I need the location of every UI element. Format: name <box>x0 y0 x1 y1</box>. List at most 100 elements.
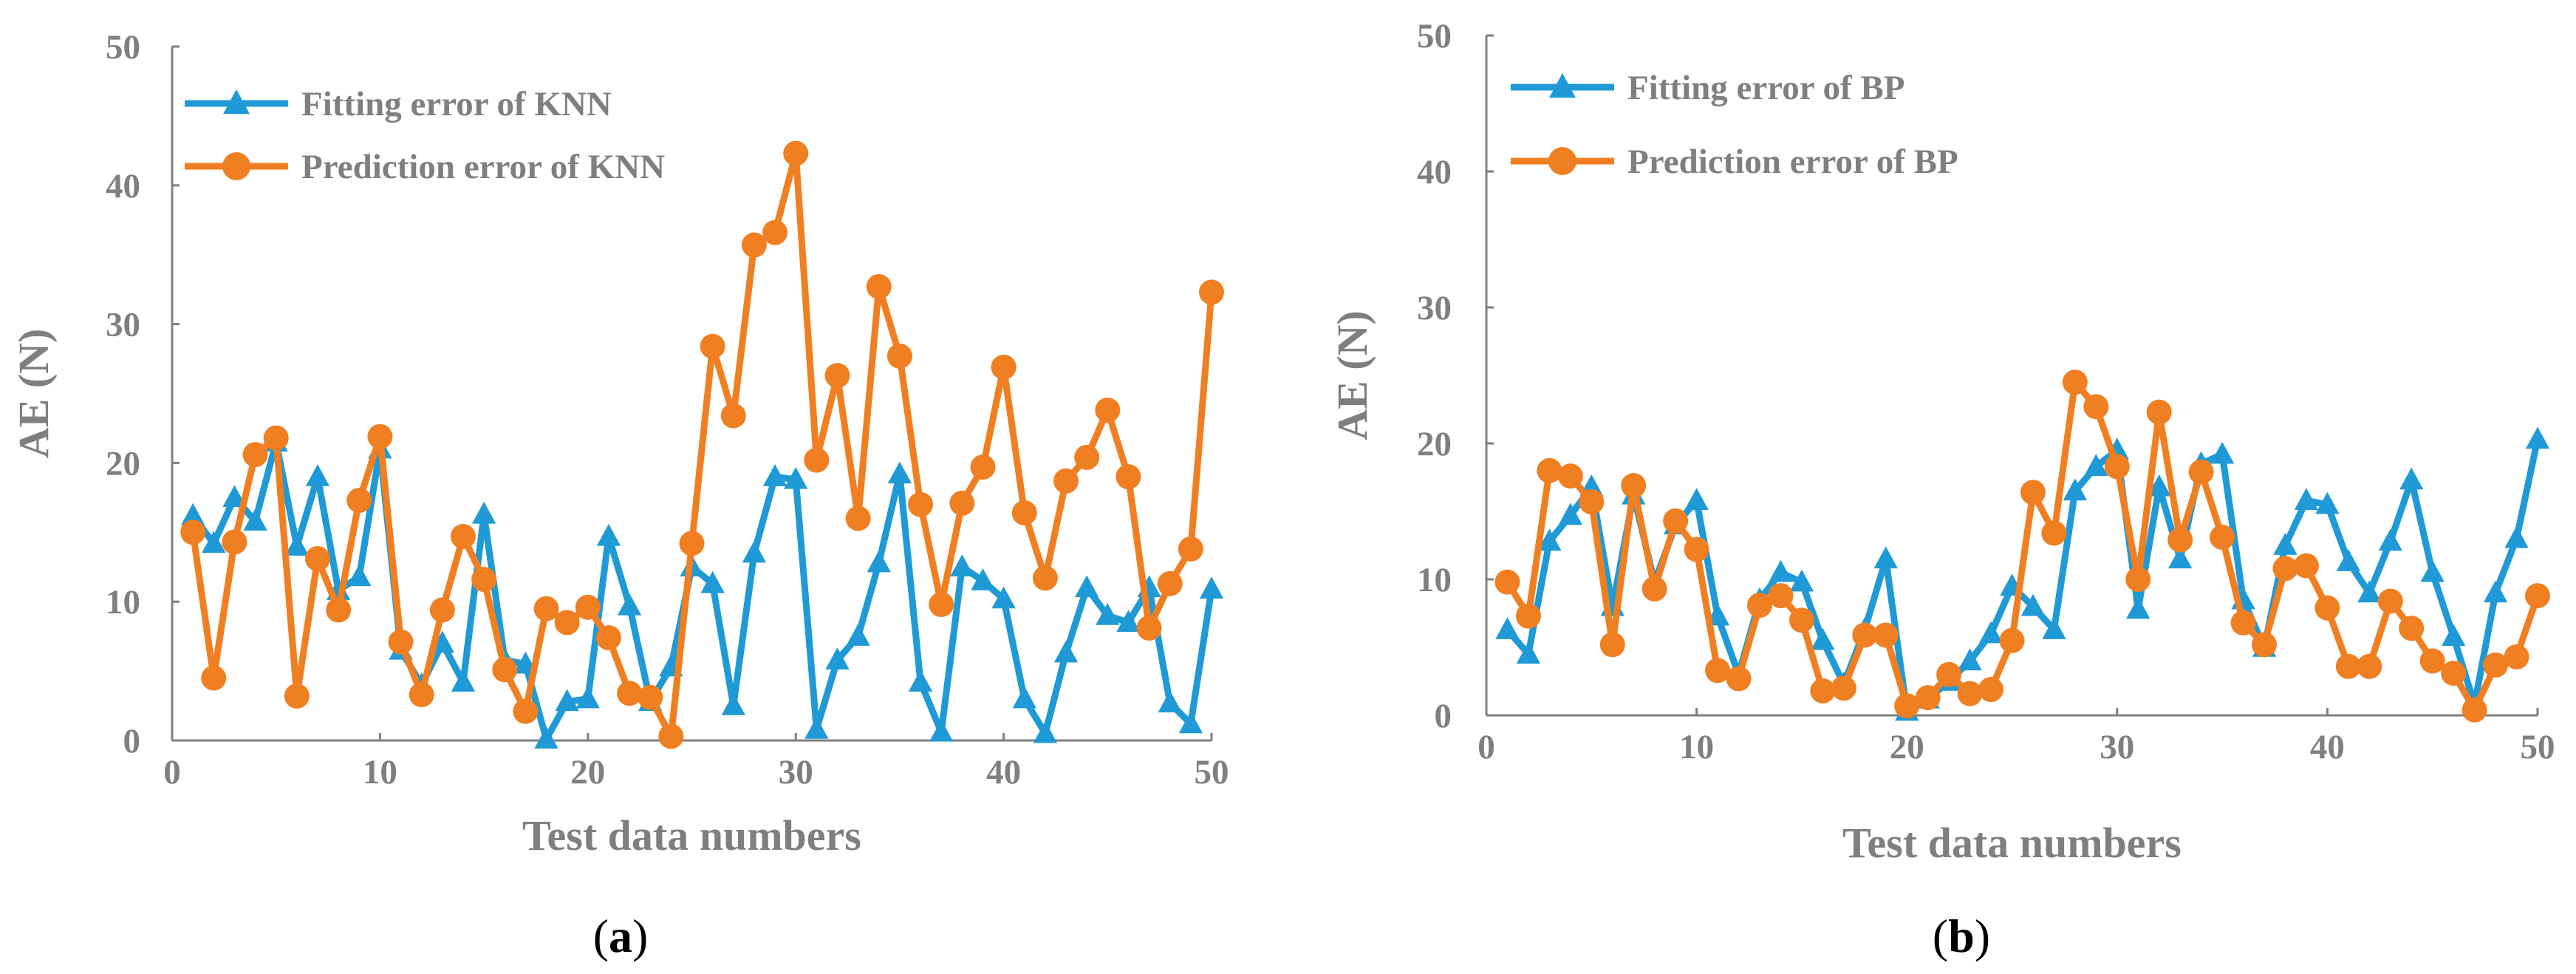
data-point-triangle <box>1516 641 1541 664</box>
data-point-triangle <box>202 531 226 554</box>
data-point-circle <box>1978 677 2004 703</box>
y-tick-label: 0 <box>1435 697 1452 735</box>
data-point-triangle <box>180 503 205 525</box>
data-point-circle <box>679 531 705 556</box>
data-point-circle <box>1999 627 2025 653</box>
data-point-triangle <box>971 568 995 590</box>
data-point-circle <box>2083 394 2109 420</box>
data-point-triangle <box>575 686 600 709</box>
data-point-triangle <box>804 716 829 739</box>
data-point-triangle <box>2042 617 2066 639</box>
data-point-circle <box>1768 583 1794 609</box>
data-point-circle <box>2230 610 2256 636</box>
data-point-triangle <box>950 554 974 576</box>
data-point-circle <box>886 343 912 369</box>
data-point-triangle <box>1811 627 1835 650</box>
data-point-circle <box>845 505 871 531</box>
data-point-circle <box>2461 697 2487 723</box>
data-point-circle <box>1663 508 1689 534</box>
data-point-circle <box>1494 569 1520 595</box>
data-point-circle <box>617 681 643 706</box>
data-point-circle <box>1557 463 1583 489</box>
series-circle-a <box>180 140 1224 749</box>
x-tick-label: 30 <box>2100 728 2134 766</box>
x-axis-label: Test data numbers <box>1842 819 2182 867</box>
data-point-circle <box>2483 652 2509 678</box>
data-point-circle <box>263 425 289 451</box>
legend-label: Fitting error of KNN <box>301 85 612 123</box>
data-point-circle <box>2272 556 2298 582</box>
data-point-circle <box>1032 565 1058 591</box>
data-point-circle <box>2167 527 2193 553</box>
data-point-triangle <box>2525 426 2550 449</box>
x-tick-label: 0 <box>1477 728 1495 766</box>
data-point-triangle <box>2147 474 2171 497</box>
data-point-triangle <box>1684 488 1709 511</box>
data-point-circle <box>1894 693 1920 719</box>
x-axis-label: Test data numbers <box>522 811 861 859</box>
data-point-triangle <box>1096 602 1120 625</box>
data-point-circle <box>1852 622 1878 648</box>
series-line <box>189 150 1215 740</box>
y-axis-label: AE (N) <box>1328 310 1376 440</box>
data-point-triangle <box>451 670 476 692</box>
data-point-triangle <box>1495 617 1520 639</box>
data-point-triangle <box>1537 528 1562 551</box>
y-tick-label: 30 <box>106 306 140 344</box>
data-point-circle <box>1515 603 1541 629</box>
y-tick-label: 40 <box>106 167 140 205</box>
data-point-circle <box>700 333 725 359</box>
data-point-triangle <box>2084 454 2108 477</box>
legend-label: Prediction error of BP <box>1627 143 1958 181</box>
y-tick-label: 10 <box>106 583 140 621</box>
data-point-circle <box>1537 457 1562 483</box>
data-point-circle <box>2125 567 2151 592</box>
data-point-circle <box>1053 468 1079 494</box>
data-point-triangle <box>2483 580 2508 603</box>
data-point-triangle <box>784 466 808 489</box>
data-point-triangle <box>1158 690 1182 713</box>
data-point-triangle <box>867 550 891 573</box>
data-point-triangle <box>1116 610 1141 633</box>
data-point-triangle <box>908 670 933 692</box>
data-point-circle <box>2020 480 2046 505</box>
data-point-circle <box>429 597 455 623</box>
data-point-circle <box>533 596 559 621</box>
data-point-circle <box>2210 524 2235 550</box>
data-point-triangle <box>2126 596 2150 619</box>
data-point-circle <box>1095 398 1121 423</box>
data-point-circle <box>1621 473 1647 499</box>
data-point-triangle <box>347 564 372 587</box>
data-point-triangle <box>2020 593 2046 616</box>
x-tick-label: 30 <box>779 753 813 791</box>
data-point-circle <box>1788 607 1814 633</box>
data-point-triangle <box>991 586 1016 609</box>
data-point-triangle <box>617 593 642 616</box>
data-point-circle <box>284 683 310 709</box>
data-point-circle <box>450 523 476 549</box>
data-point-triangle <box>2357 580 2382 603</box>
data-point-circle <box>1684 537 1709 562</box>
data-point-circle <box>492 657 518 683</box>
data-point-triangle <box>700 571 725 593</box>
data-point-triangle <box>2168 546 2193 569</box>
data-point-triangle <box>2063 478 2088 501</box>
data-point-circle <box>741 232 767 258</box>
data-point-triangle <box>2294 488 2319 511</box>
y-tick-label: 50 <box>106 28 140 67</box>
data-point-triangle <box>721 693 745 715</box>
y-tick-label: 0 <box>123 722 141 760</box>
data-point-triangle <box>2442 624 2466 647</box>
data-point-triangle <box>762 464 788 486</box>
data-point-circle <box>2525 583 2550 609</box>
data-point-triangle <box>2336 549 2361 571</box>
y-axis-label: AE (N) <box>10 329 58 459</box>
data-point-circle <box>783 140 809 166</box>
data-point-triangle <box>825 647 850 670</box>
data-point-triangle <box>2273 533 2297 555</box>
data-point-circle <box>804 447 830 473</box>
x-tick-label: 0 <box>163 753 181 791</box>
data-point-triangle <box>1199 576 1224 599</box>
data-point-circle <box>2377 588 2403 614</box>
